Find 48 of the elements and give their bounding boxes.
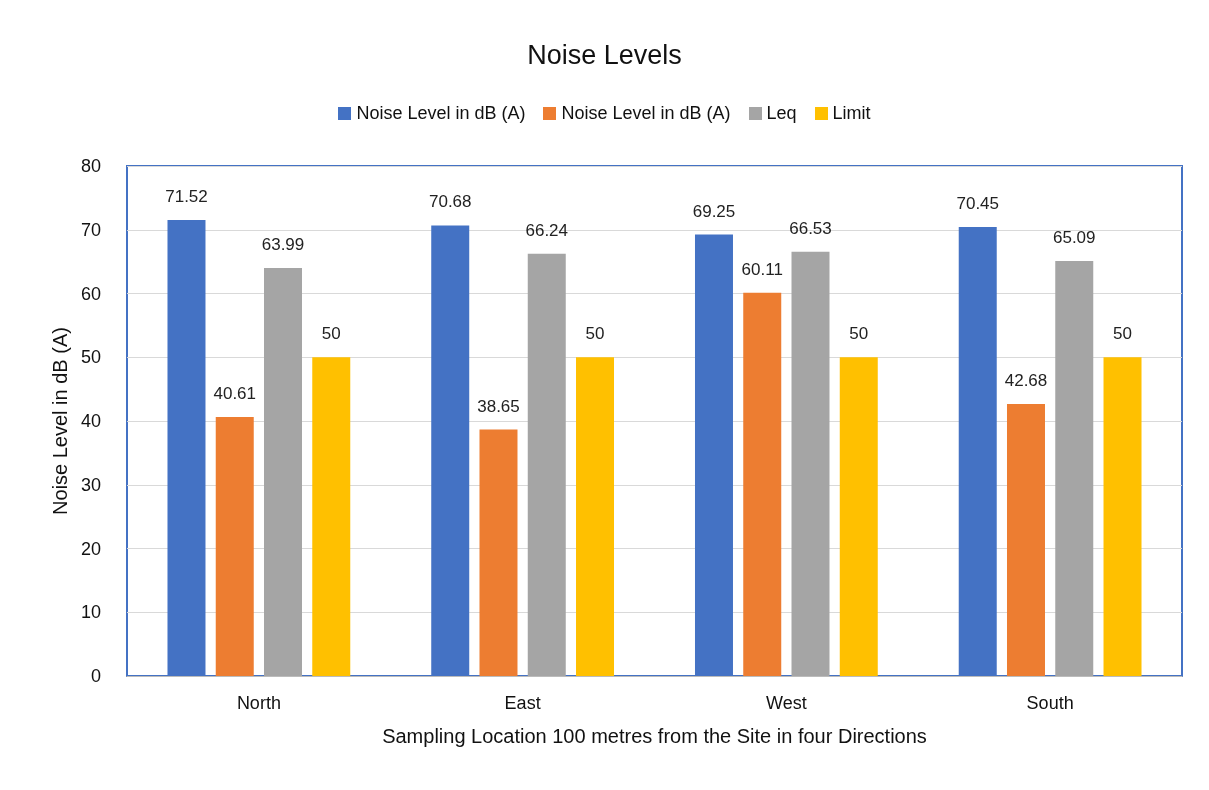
data-label: 50 <box>585 324 605 344</box>
legend-label: Leq <box>766 103 797 124</box>
bar <box>264 268 303 676</box>
x-tick-label: South <box>1026 693 1074 713</box>
data-label: 40.61 <box>213 384 257 404</box>
legend-label: Limit <box>832 103 871 124</box>
bar <box>479 429 518 676</box>
data-label: 69.25 <box>692 201 736 221</box>
data-label: 50 <box>849 324 869 344</box>
bar <box>215 417 254 676</box>
legend-label: Noise Level in dB (A) <box>356 103 526 124</box>
bar <box>576 357 615 676</box>
bar <box>1103 357 1142 676</box>
bar <box>1006 403 1045 676</box>
data-label: 70.68 <box>428 192 472 212</box>
data-label: 42.68 <box>1004 370 1048 390</box>
data-label: 66.53 <box>789 218 832 238</box>
data-label: 65.09 <box>1052 228 1096 248</box>
data-label: 63.99 <box>261 235 305 255</box>
data-label: 60.11 <box>741 259 783 279</box>
bar <box>527 253 566 676</box>
bar <box>312 357 351 676</box>
legend-label: Noise Level in dB (A) <box>561 103 731 124</box>
bar <box>791 251 830 676</box>
x-axis-title: Sampling Location 100 metres from the Site in four Directions <box>382 725 927 747</box>
y-tick-label: 70 <box>80 219 101 240</box>
bar <box>743 292 782 676</box>
y-tick-label: 30 <box>80 474 101 495</box>
x-tick-label: West <box>766 693 807 713</box>
bar <box>1055 261 1094 676</box>
data-label: 66.24 <box>525 220 569 240</box>
x-tick-label: East <box>504 693 541 713</box>
data-label: 50 <box>321 324 341 344</box>
y-tick-label: 20 <box>80 538 101 559</box>
chart-title: Noise Levels <box>527 39 682 70</box>
y-tick-label: 40 <box>80 411 101 431</box>
y-tick-label: 80 <box>80 156 101 176</box>
y-tick-label: 0 <box>90 666 101 686</box>
data-label: 71.52 <box>165 187 208 207</box>
y-tick-label: 10 <box>80 602 101 623</box>
y-axis-title: Noise Level in dB (A) <box>49 327 72 515</box>
x-tick-label: North <box>236 693 281 713</box>
y-tick-label: 50 <box>80 347 101 368</box>
data-label: 70.45 <box>956 193 1000 213</box>
y-tick-label: 60 <box>80 283 101 304</box>
data-label: 38.65 <box>477 396 520 416</box>
data-label: 50 <box>1113 324 1132 344</box>
bar <box>839 357 878 676</box>
